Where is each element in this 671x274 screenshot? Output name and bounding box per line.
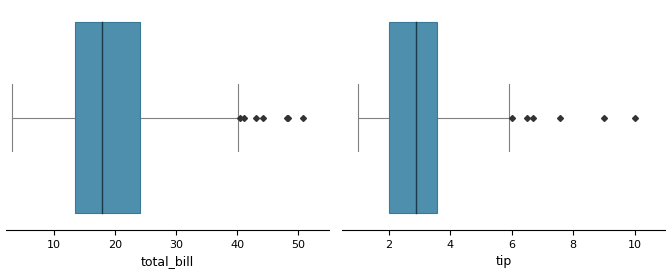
Bar (389, 22, 437, 213)
Bar (74, 22, 140, 213)
X-axis label: tip: tip (496, 255, 512, 269)
X-axis label: total_bill: total_bill (140, 255, 194, 269)
